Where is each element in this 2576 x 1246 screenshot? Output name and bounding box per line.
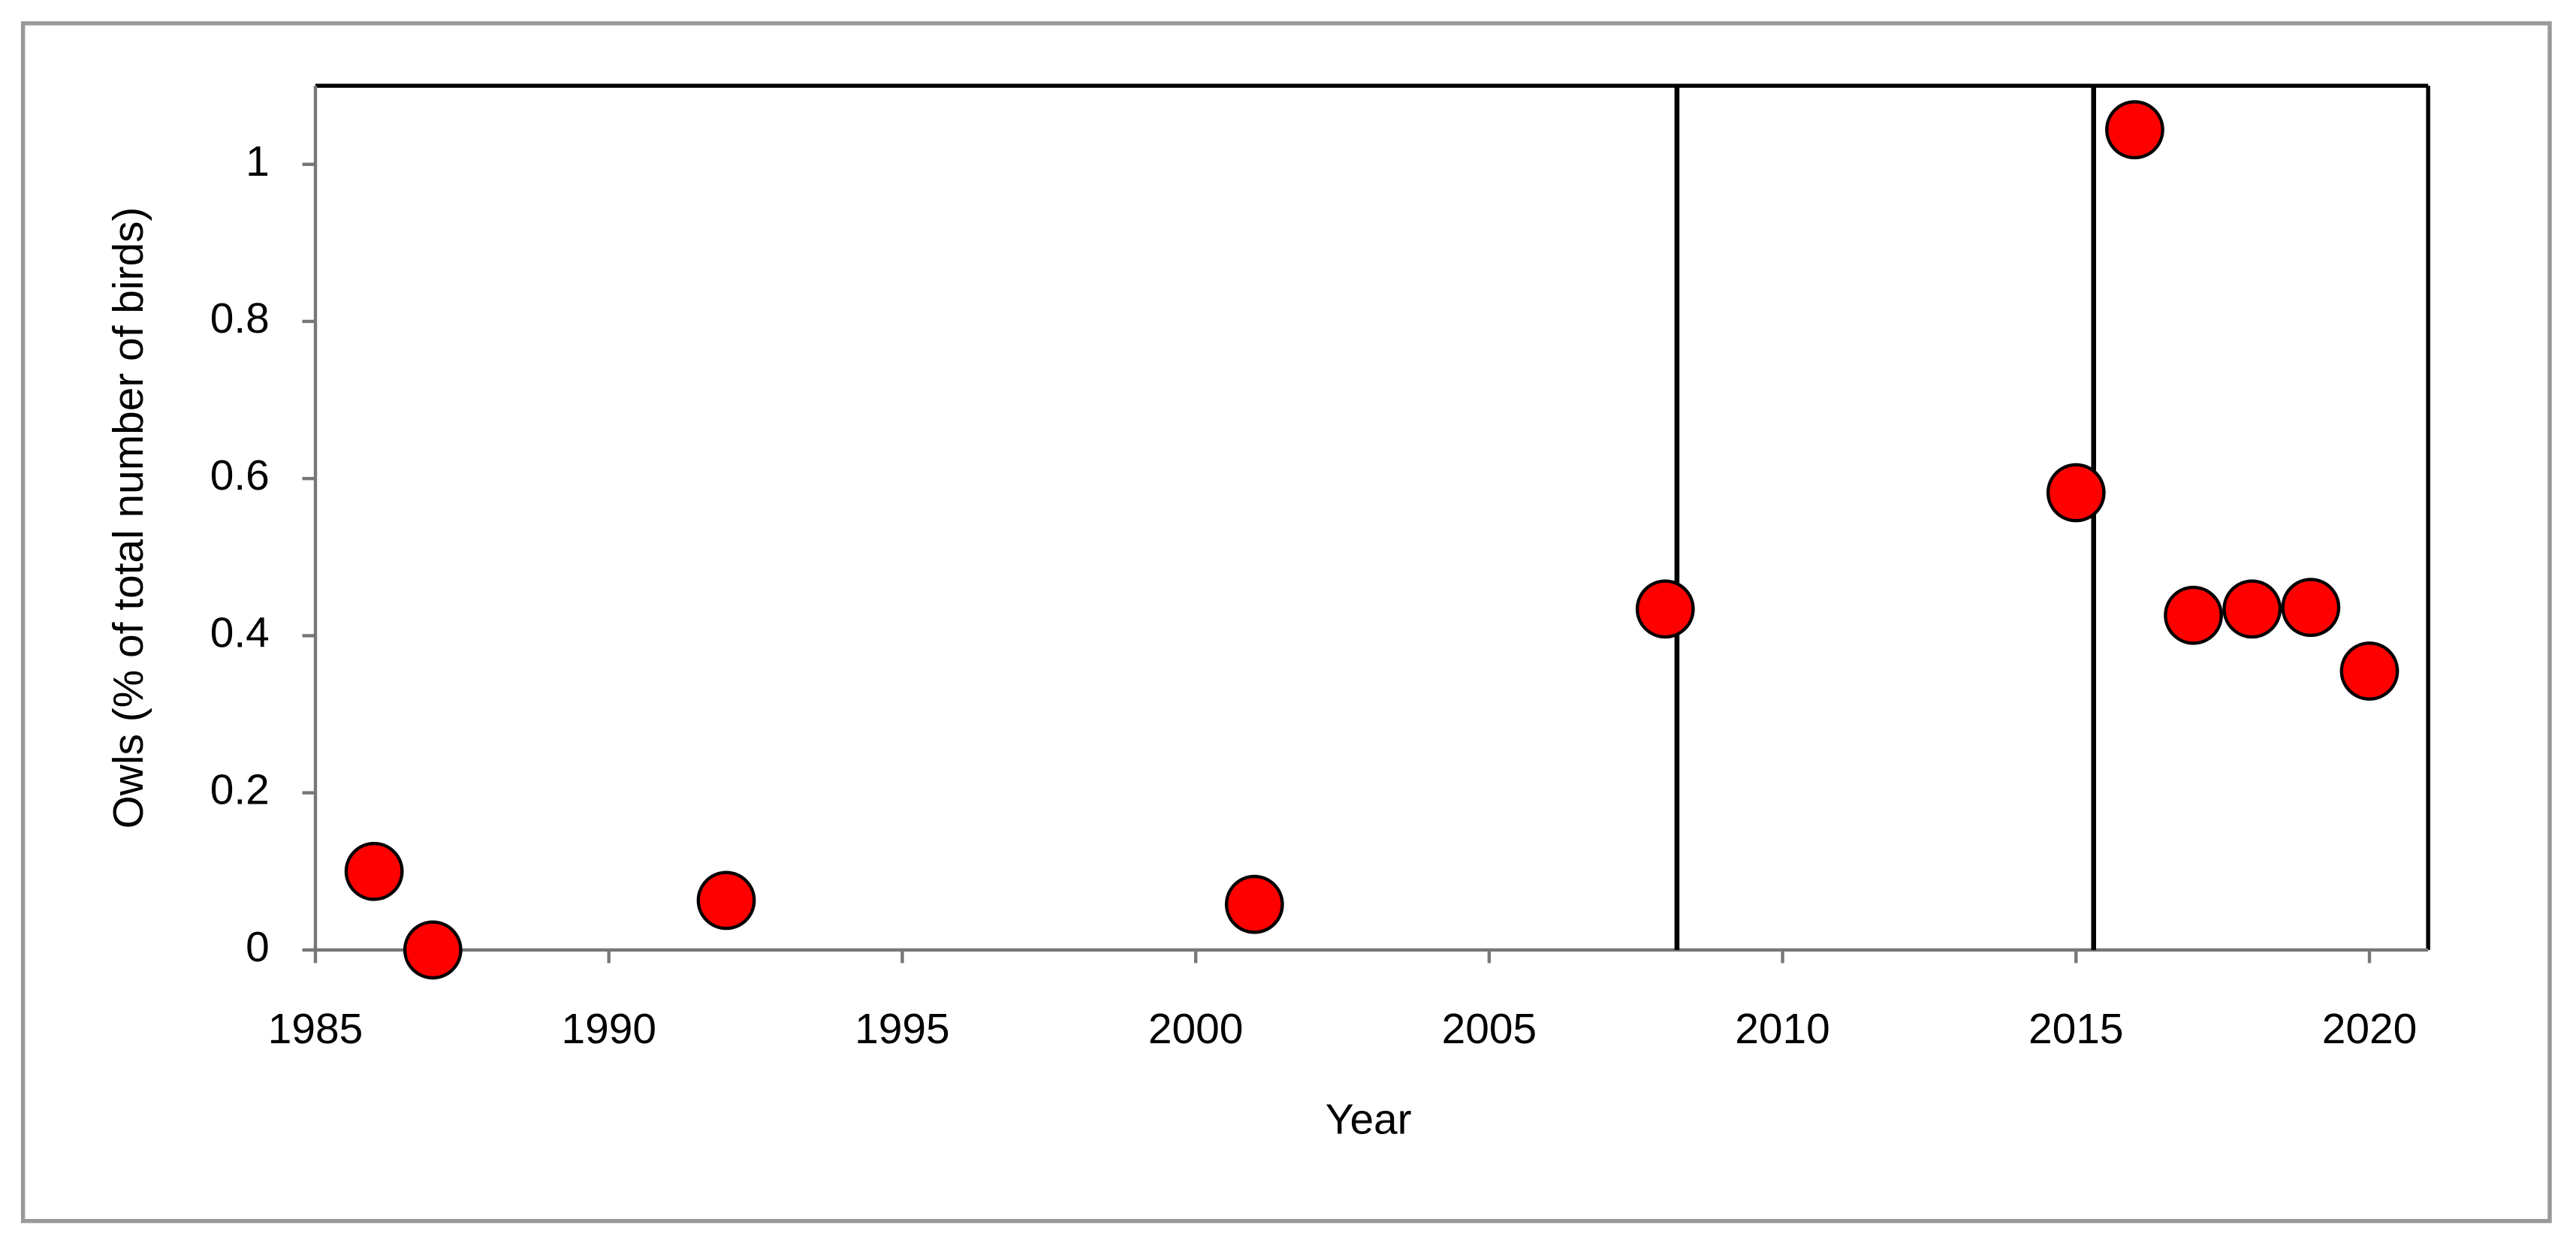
y-tick-label: 0.8 [210,295,270,342]
x-tick-label: 2000 [1148,1006,1243,1053]
point [2339,641,2400,701]
point [1224,874,1284,934]
point [2105,100,2164,160]
point [344,841,404,901]
y-tick-label: 0 [246,924,270,971]
point [2164,585,2223,645]
x-tick-label: 2010 [1735,1006,1830,1053]
y-tick-label: 0.6 [210,452,270,499]
point [2222,579,2282,639]
x-tick-label: 1985 [268,1006,363,1053]
point [403,920,463,980]
y-tick-label: 0.4 [210,609,270,656]
x-axis-title: Year [1326,1097,1412,1144]
point [2281,578,2341,638]
x-tick-label: 2015 [2029,1006,2124,1053]
x-tick-label: 1990 [561,1006,656,1053]
y-tick-label: 0.2 [210,767,270,814]
frame [20,21,2552,1223]
x-tick-label: 2005 [1442,1006,1537,1053]
point [2046,463,2106,523]
y-axis-title: Owls (% of total number of birds) [105,207,152,829]
point [1635,579,1695,639]
x-tick-label: 1995 [855,1006,950,1053]
y-tick-label: 1 [246,138,270,186]
point [696,870,756,931]
x-tick-label: 2020 [2322,1006,2418,1053]
